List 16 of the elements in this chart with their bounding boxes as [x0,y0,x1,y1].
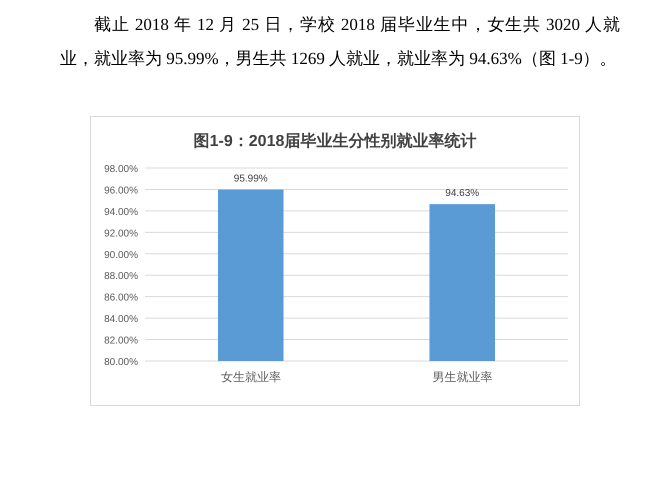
y-tick-label: 88.00% [104,271,138,282]
y-tick-label: 80.00% [104,357,138,368]
x-tick-label: 男生就业率 [432,370,492,384]
y-tick-label: 94.00% [104,206,138,218]
data-label: 95.99% [234,174,268,185]
y-tick-label: 82.00% [104,336,138,347]
text: 截止 2018 年 12 月 25 日，学校 2018 届毕业生中，女生共 3020 人就业，就业率为 95.99%，男生共 1269 人就业，就业率为 94.63%（图 1-9）。 [60,14,620,70]
y-tick-label: 86.00% [104,292,138,304]
data-label: 94.63% [445,188,480,200]
y-tick-label: 84.00% [104,314,138,326]
y-tick-label: 92.00% [104,228,138,240]
y-tick-label: 96.00% [104,185,138,196]
y-tick-label: 98.00% [104,164,138,175]
x-tick-label: 女生就业率 [220,370,281,384]
y-tick-label: 90.00% [104,250,138,261]
chart-title: 图1-9：2018届毕业生分性别就业率统计 [194,131,476,150]
